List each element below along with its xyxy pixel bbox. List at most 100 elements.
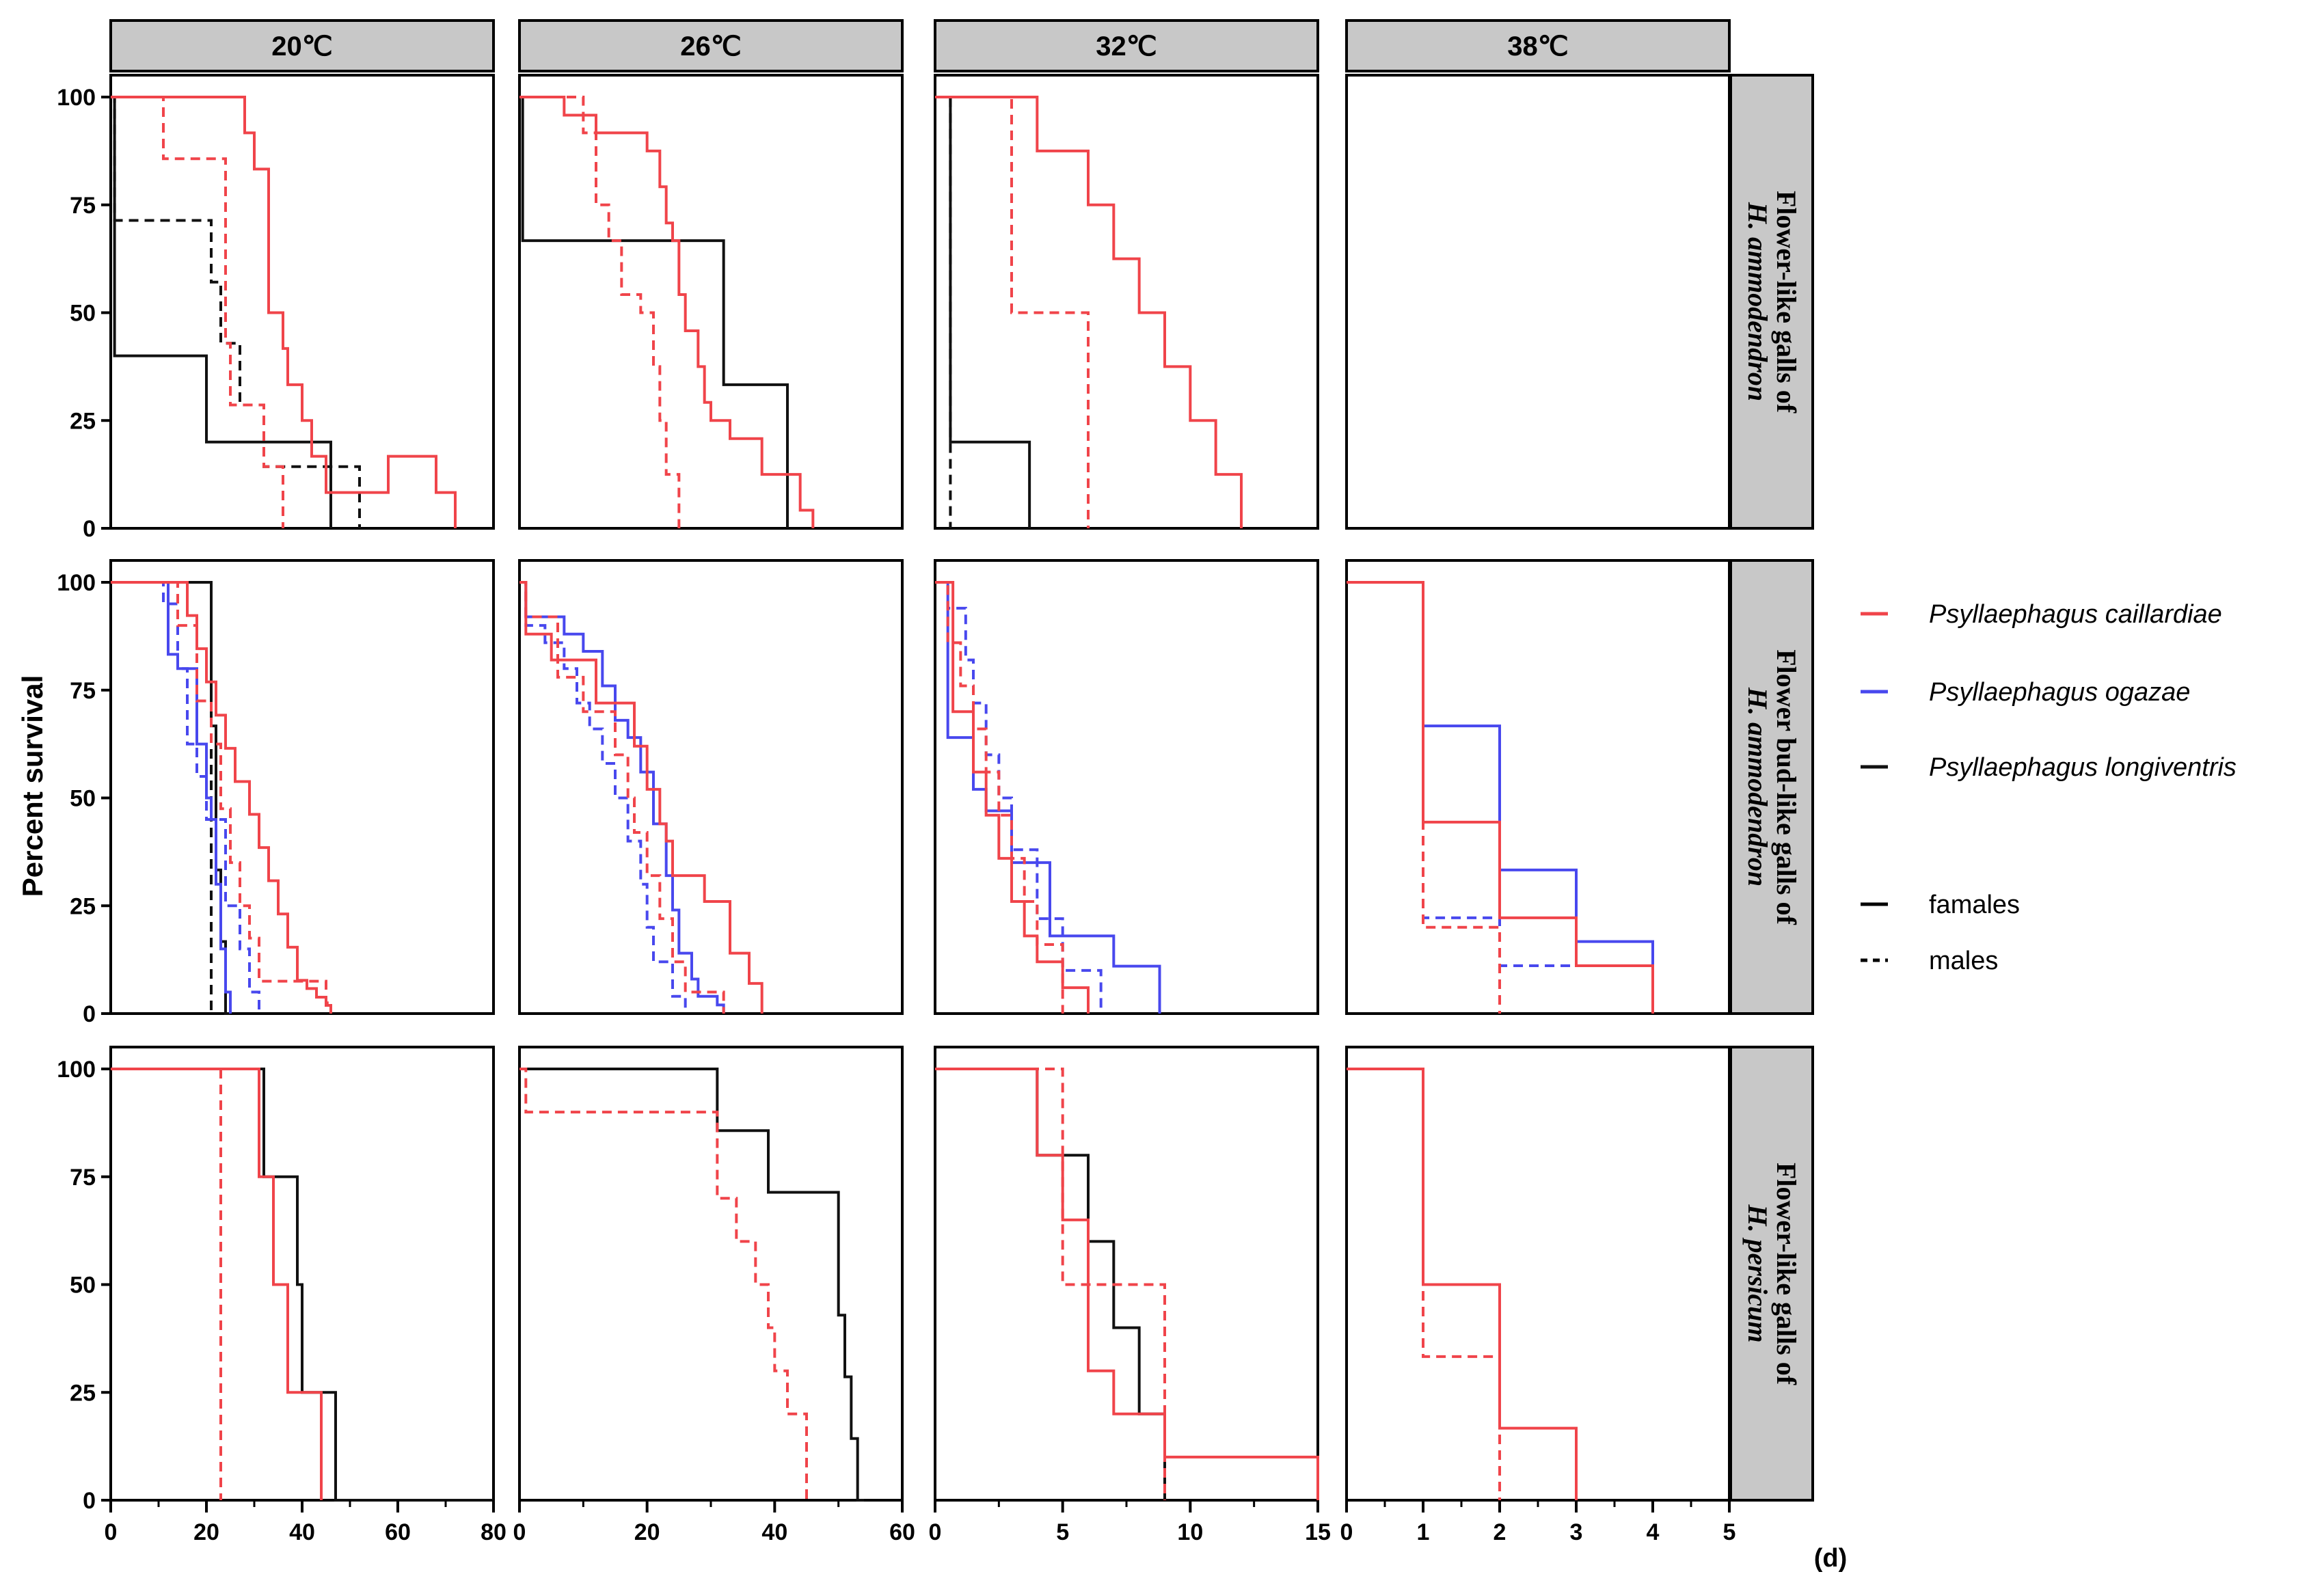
y-tick-label: 25 xyxy=(70,893,96,919)
y-tick-label: 75 xyxy=(70,193,96,219)
row-strip-label-line1: Flower-like galls of xyxy=(1771,1163,1802,1385)
series-caillardiae-males xyxy=(935,1068,1166,1500)
panel-frame xyxy=(518,74,904,530)
x-tick-label: 0 xyxy=(513,1519,526,1545)
row-strip-label-line1: Flower bud-like galls of xyxy=(1771,649,1802,925)
panel-r2-c1 xyxy=(518,1046,904,1502)
series-caillardiae-females xyxy=(1347,581,1654,1014)
y-tick-label: 25 xyxy=(70,408,96,434)
series-caillardiae-females xyxy=(519,96,815,528)
x-tick-label: 20 xyxy=(193,1519,219,1545)
series-caillardiae-females xyxy=(111,96,457,528)
series-caillardiae-males xyxy=(935,581,1064,1014)
series-longiventris-females xyxy=(111,1068,494,1502)
x-tick-label: 40 xyxy=(289,1519,315,1545)
y-tick-label: 75 xyxy=(70,1165,96,1191)
series-ogazae-females xyxy=(519,581,725,1014)
series-caillardiae-males xyxy=(111,581,332,1014)
row-strip-2 xyxy=(1729,1046,1814,1502)
y-axes: 0 25 50 75 100 0 25 50 75 100 0 25 50 75 100 xyxy=(57,85,111,1514)
panel-r0-c1 xyxy=(518,74,904,530)
x-tick-label: 0 xyxy=(105,1519,118,1545)
column-strip-1 xyxy=(518,19,904,72)
panel-r1-c1 xyxy=(518,559,904,1015)
x-tick-label: 15 xyxy=(1305,1519,1331,1545)
y-tick-label: 100 xyxy=(57,1057,96,1083)
legend-label-caillardiae: Psyllaephagus caillardiae xyxy=(1929,600,2222,629)
x-tick-label: 1 xyxy=(1417,1519,1430,1545)
series-ogazae-females xyxy=(111,581,232,1014)
panel-frame xyxy=(518,559,904,1015)
panel-r2-c2 xyxy=(934,1046,1319,1502)
row-strip-0 xyxy=(1729,74,1814,530)
row-strip-label: Flower bud-like galls ofH. ammodendron xyxy=(1742,649,1802,925)
column-strip-0 xyxy=(109,19,495,72)
panel-frame xyxy=(1345,74,1731,530)
panel-r0-c3 xyxy=(1345,74,1731,530)
column-strip-label: 26℃ xyxy=(680,31,741,62)
panel-frame xyxy=(1345,559,1731,1015)
x-tick-label: 40 xyxy=(761,1519,787,1545)
x-tick-label: 3 xyxy=(1570,1519,1583,1545)
column-strip-label: 32℃ xyxy=(1096,31,1157,62)
y-tick-label: 0 xyxy=(83,1488,96,1514)
x-tick-label: 60 xyxy=(385,1519,411,1545)
x-tick-label: 60 xyxy=(889,1519,915,1545)
column-strip-3 xyxy=(1345,19,1731,72)
column-strip-label: 38℃ xyxy=(1507,31,1568,62)
y-tick-label: 75 xyxy=(70,678,96,704)
column-strips: 20℃ 26℃ 32℃ 38℃ xyxy=(109,19,1731,72)
x-tick-label: 0 xyxy=(1340,1519,1353,1545)
y-tick-label: 100 xyxy=(57,570,96,596)
row-strip-label-line2: H. ammodendron xyxy=(1742,202,1773,401)
series-caillardiae-males xyxy=(519,581,725,1014)
series-caillardiae-males xyxy=(519,1068,808,1500)
x-tick-label: 10 xyxy=(1177,1519,1203,1545)
legend: Psyllaephagus caillardiae Psyllaephagus o… xyxy=(1861,600,2237,975)
row-strip-label: Flower-like galls ofH. persicum xyxy=(1742,1163,1802,1385)
panel-frame xyxy=(934,1046,1319,1502)
panels xyxy=(109,74,1731,1502)
series-caillardiae-females xyxy=(111,581,332,1014)
panel-r0-c0 xyxy=(109,74,495,530)
series-caillardiae-males xyxy=(111,96,284,528)
row-strip-label-line2: H. ammodendron xyxy=(1742,687,1773,886)
y-tick-label: 50 xyxy=(70,1273,96,1299)
x-unit-label: (d) xyxy=(1814,1544,1848,1573)
panel-r0-c2 xyxy=(934,74,1319,530)
panel-frame xyxy=(518,1046,904,1502)
legend-label-ogazae: Psyllaephagus ogazae xyxy=(1929,678,2190,707)
legend-label-famales: famales xyxy=(1929,891,2020,919)
panel-r2-c0 xyxy=(109,1046,495,1502)
panel-r1-c2 xyxy=(934,559,1319,1015)
panel-r2-c3 xyxy=(1345,1046,1731,1502)
panel-frame xyxy=(109,1046,495,1502)
panel-frame xyxy=(934,559,1319,1015)
panel-frame xyxy=(109,74,495,530)
y-tick-label: 0 xyxy=(83,516,96,542)
x-axes: 0 20 40 60 80 0 20 40 60 0 5 10 15 0 1 2 3 4 5 xyxy=(105,1500,1735,1545)
series-caillardiae-males xyxy=(519,96,681,528)
x-tick-label: 80 xyxy=(481,1519,506,1545)
y-tick-label: 50 xyxy=(70,301,96,327)
panel-frame xyxy=(934,74,1319,530)
series-caillardiae-males xyxy=(1347,581,1501,1014)
legend-label-males: males xyxy=(1929,947,1998,975)
series-longiventris-females xyxy=(519,1068,864,1502)
row-strip-label-line1: Flower-like galls of xyxy=(1771,191,1802,413)
series-caillardiae-females xyxy=(1347,1068,1578,1500)
y-tick-label: 0 xyxy=(83,1001,96,1027)
series-caillardiae-males xyxy=(935,96,1090,528)
y-tick-label: 50 xyxy=(70,786,96,812)
panel-r1-c0 xyxy=(109,559,495,1015)
panel-frame xyxy=(1345,1046,1731,1502)
series-caillardiae-females xyxy=(935,96,1243,528)
y-axis-title: Percent survival xyxy=(16,675,49,897)
series-caillardiae-females xyxy=(111,1068,323,1500)
series-ogazae-males xyxy=(111,581,260,1014)
column-strip-label: 20℃ xyxy=(271,31,332,62)
row-strips: Flower-like galls ofH. ammodendronFlower… xyxy=(1729,74,1814,1502)
panel-frame xyxy=(109,559,495,1015)
row-strip-label-line2: H. persicum xyxy=(1742,1204,1773,1342)
